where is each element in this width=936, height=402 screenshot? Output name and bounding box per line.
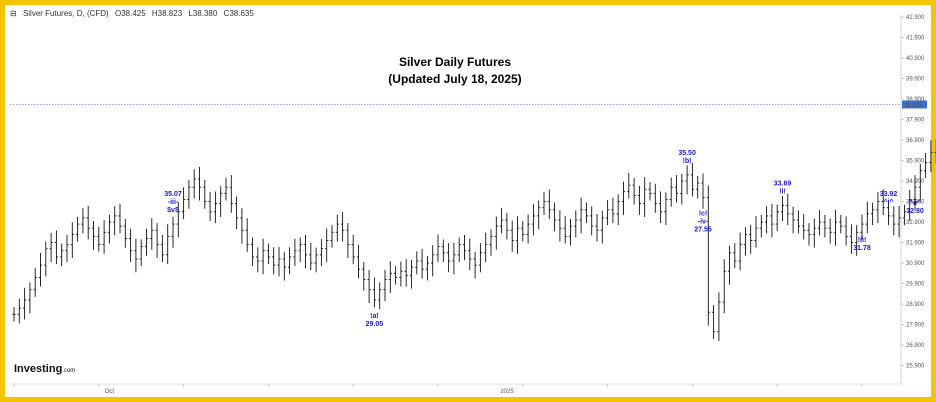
last-price-label: 38.635 bbox=[904, 103, 923, 109]
y-tick-label: 36.900 bbox=[906, 138, 925, 144]
y-tick-label: 27.900 bbox=[906, 323, 925, 329]
chart-subtitle: (Updated July 18, 2025) bbox=[388, 72, 521, 86]
y-tick-label: 35.900 bbox=[906, 159, 925, 165]
wave-label: 33.69 bbox=[774, 181, 792, 188]
wave-label: !i! bbox=[779, 189, 786, 196]
chart-header: ⊟ Silver Futures, D, (CFD) O38.425 H38.8… bbox=[10, 9, 258, 18]
close-value: C38.635 bbox=[223, 9, 254, 18]
y-tick-label: 42.900 bbox=[906, 15, 925, 21]
y-tick-label: 34.900 bbox=[906, 179, 925, 185]
wave-label: 35.50 bbox=[678, 150, 696, 157]
wave-label: ^i^ bbox=[883, 198, 893, 206]
wave-label: !c! bbox=[699, 210, 708, 217]
chart-title: Silver Daily Futures bbox=[399, 55, 511, 69]
y-tick-label: 33.900 bbox=[906, 200, 925, 206]
wave-label: $v$ bbox=[167, 207, 179, 214]
wave-label: 27.55 bbox=[694, 226, 712, 233]
wave-label: !b! bbox=[683, 158, 692, 165]
brand-name: Investing bbox=[14, 363, 63, 375]
minimize-icon[interactable]: ⊟ bbox=[10, 9, 17, 18]
open-value: O38.425 bbox=[114, 9, 146, 18]
wave-label: 31.78 bbox=[853, 245, 871, 252]
wave-label: -iii- bbox=[168, 199, 179, 206]
chart-frame bbox=[5, 5, 931, 397]
y-tick-label: 25.900 bbox=[906, 364, 925, 370]
y-tick-label: 41.900 bbox=[906, 36, 925, 42]
y-tick-label: 32.900 bbox=[906, 220, 925, 226]
x-tick-label: Oct bbox=[105, 389, 115, 395]
symbol-name[interactable]: Silver Futures, D, (CFD) bbox=[22, 9, 109, 18]
y-tick-label: 28.900 bbox=[906, 302, 925, 308]
wave-label: !a! bbox=[370, 313, 379, 320]
y-tick-label: 26.900 bbox=[906, 343, 925, 349]
y-tick-label: 30.900 bbox=[906, 261, 925, 267]
high-value: H38.823 bbox=[151, 9, 183, 18]
wave-label: 32.80 bbox=[906, 208, 924, 215]
wave-label: 33.92 bbox=[880, 191, 898, 198]
last-price-tag bbox=[902, 100, 927, 109]
y-tick-label: 39.900 bbox=[906, 77, 925, 83]
low-value: L38.380 bbox=[188, 9, 218, 18]
y-tick-label: 31.900 bbox=[906, 241, 925, 247]
brand-suffix: .com bbox=[62, 368, 76, 374]
y-tick-label: 38.900 bbox=[906, 97, 925, 103]
brand-logo: Investing.com bbox=[14, 363, 75, 375]
wave-label: 29.05 bbox=[366, 321, 384, 328]
y-tick-label: 37.900 bbox=[906, 118, 925, 124]
wave-label: 35.07 bbox=[164, 191, 182, 198]
y-tick-label: 29.900 bbox=[906, 282, 925, 288]
wave-label: -iv- bbox=[698, 218, 709, 225]
wave-label: ^ii^ bbox=[909, 199, 921, 207]
x-tick-label: 2025 bbox=[500, 389, 514, 395]
y-tick-label: 40.900 bbox=[906, 56, 925, 62]
wave-label: !ii! bbox=[858, 237, 867, 244]
